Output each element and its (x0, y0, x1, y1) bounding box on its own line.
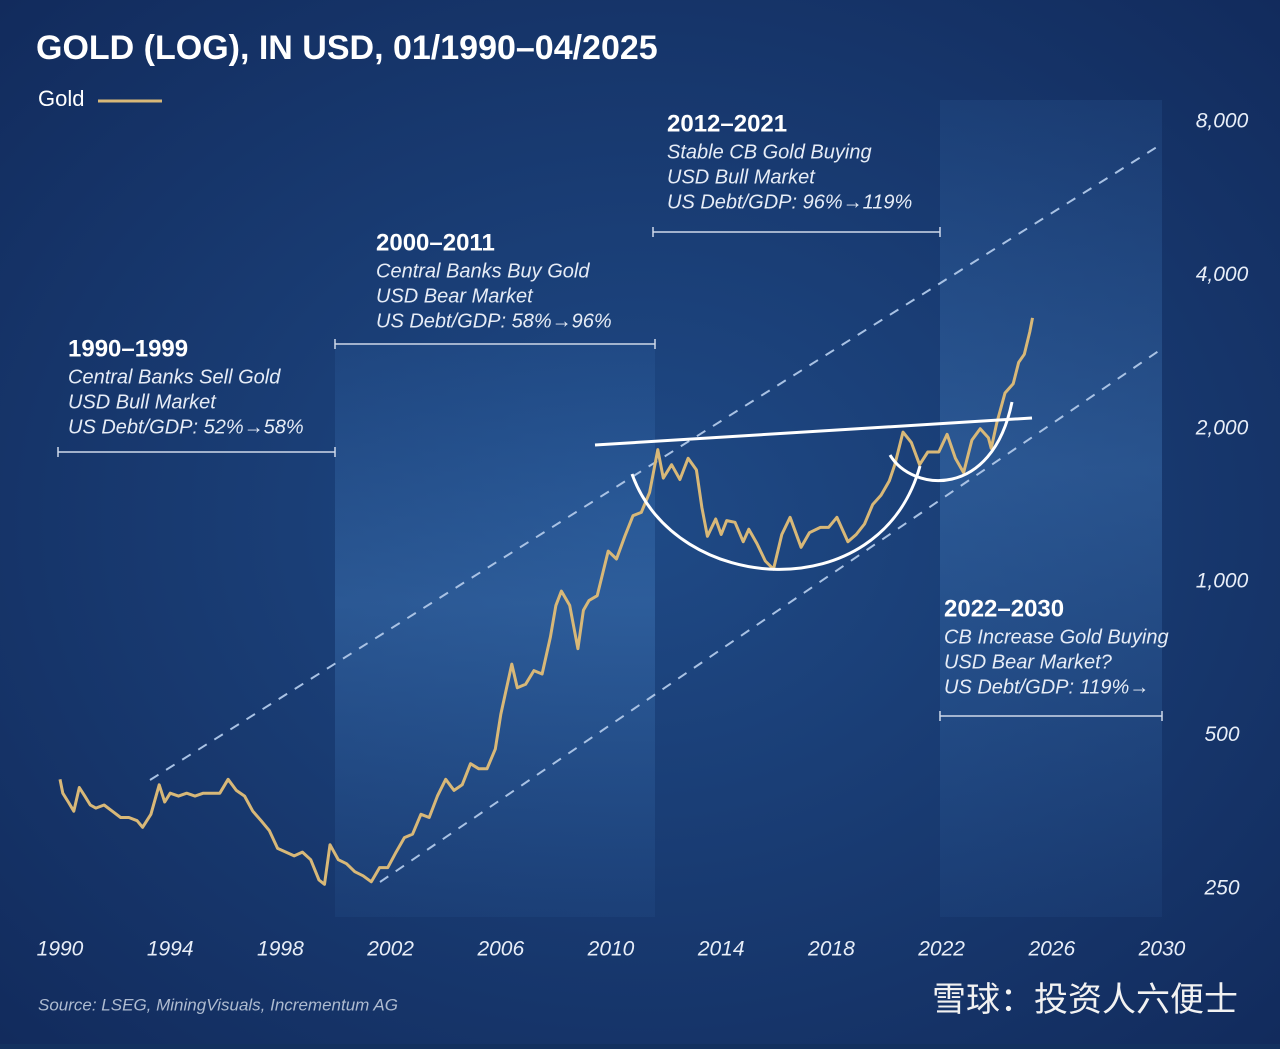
y-tick-label: 500 (1204, 723, 1239, 746)
channel-line (379, 349, 1161, 883)
annotation-title: 2022–2030 (944, 595, 1064, 622)
chart-title: GOLD (LOG), IN USD, 01/1990–04/2025 (36, 29, 658, 67)
x-tick-label: 2010 (587, 938, 635, 961)
x-tick-label: 1994 (147, 938, 194, 961)
annotation-text: Stable CB Gold Buying (667, 141, 872, 163)
period-shade (940, 100, 1162, 917)
period-shade (335, 345, 655, 917)
watermark: 雪球：投资人六便士 (932, 981, 1238, 1019)
source: Source: LSEG, MiningVisuals, Incrementum… (38, 995, 398, 1014)
y-tick-label: 1,000 (1196, 570, 1249, 593)
y-tick-label: 8,000 (1196, 110, 1249, 133)
annotation-text: US Debt/GDP: 58%→96% (376, 310, 612, 332)
annotation-text: US Debt/GDP: 52%→58% (68, 416, 304, 438)
y-tick-label: 250 (1203, 876, 1239, 899)
cup-curve (630, 465, 922, 571)
annotation-text: USD Bull Market (68, 391, 217, 413)
annotation-text: Central Banks Buy Gold (376, 260, 590, 282)
price-line (58, 317, 1034, 886)
x-tick-label: 2006 (476, 938, 524, 961)
brackets (57, 227, 1163, 721)
annotation-text: Central Banks Sell Gold (68, 366, 281, 388)
x-tick-label: 2014 (697, 938, 745, 961)
x-tick-label: 2018 (807, 938, 855, 961)
x-tick-label: 2026 (1027, 938, 1075, 961)
x-tick-label: 2030 (1138, 938, 1186, 961)
annotation-text: US Debt/GDP: 119%→ (944, 676, 1149, 698)
handle-curve (888, 401, 1014, 483)
annotation-text: USD Bull Market (667, 166, 816, 188)
annotation-text: CB Increase Gold Buying (944, 626, 1169, 648)
x-tick-label: 1998 (257, 938, 304, 961)
x-tick-label: 2022 (917, 938, 965, 961)
annotation-text: USD Bear Market (376, 285, 534, 307)
resistance-line (594, 416, 1033, 447)
annotation-text: US Debt/GDP: 96%→119% (667, 191, 912, 213)
x-tick-label: 1990 (37, 938, 84, 961)
legend-label: Gold (38, 86, 84, 111)
plot (58, 317, 1034, 886)
annotation-title: 1990–1999 (68, 335, 188, 362)
annotation-title: 2000–2011 (376, 229, 495, 256)
annotation-title: 2012–2021 (667, 110, 787, 137)
y-tick-label: 2,000 (1195, 416, 1249, 439)
annotation-text: USD Bear Market? (944, 651, 1113, 673)
x-tick-label: 2002 (366, 938, 414, 961)
y-tick-label: 4,000 (1196, 263, 1249, 286)
